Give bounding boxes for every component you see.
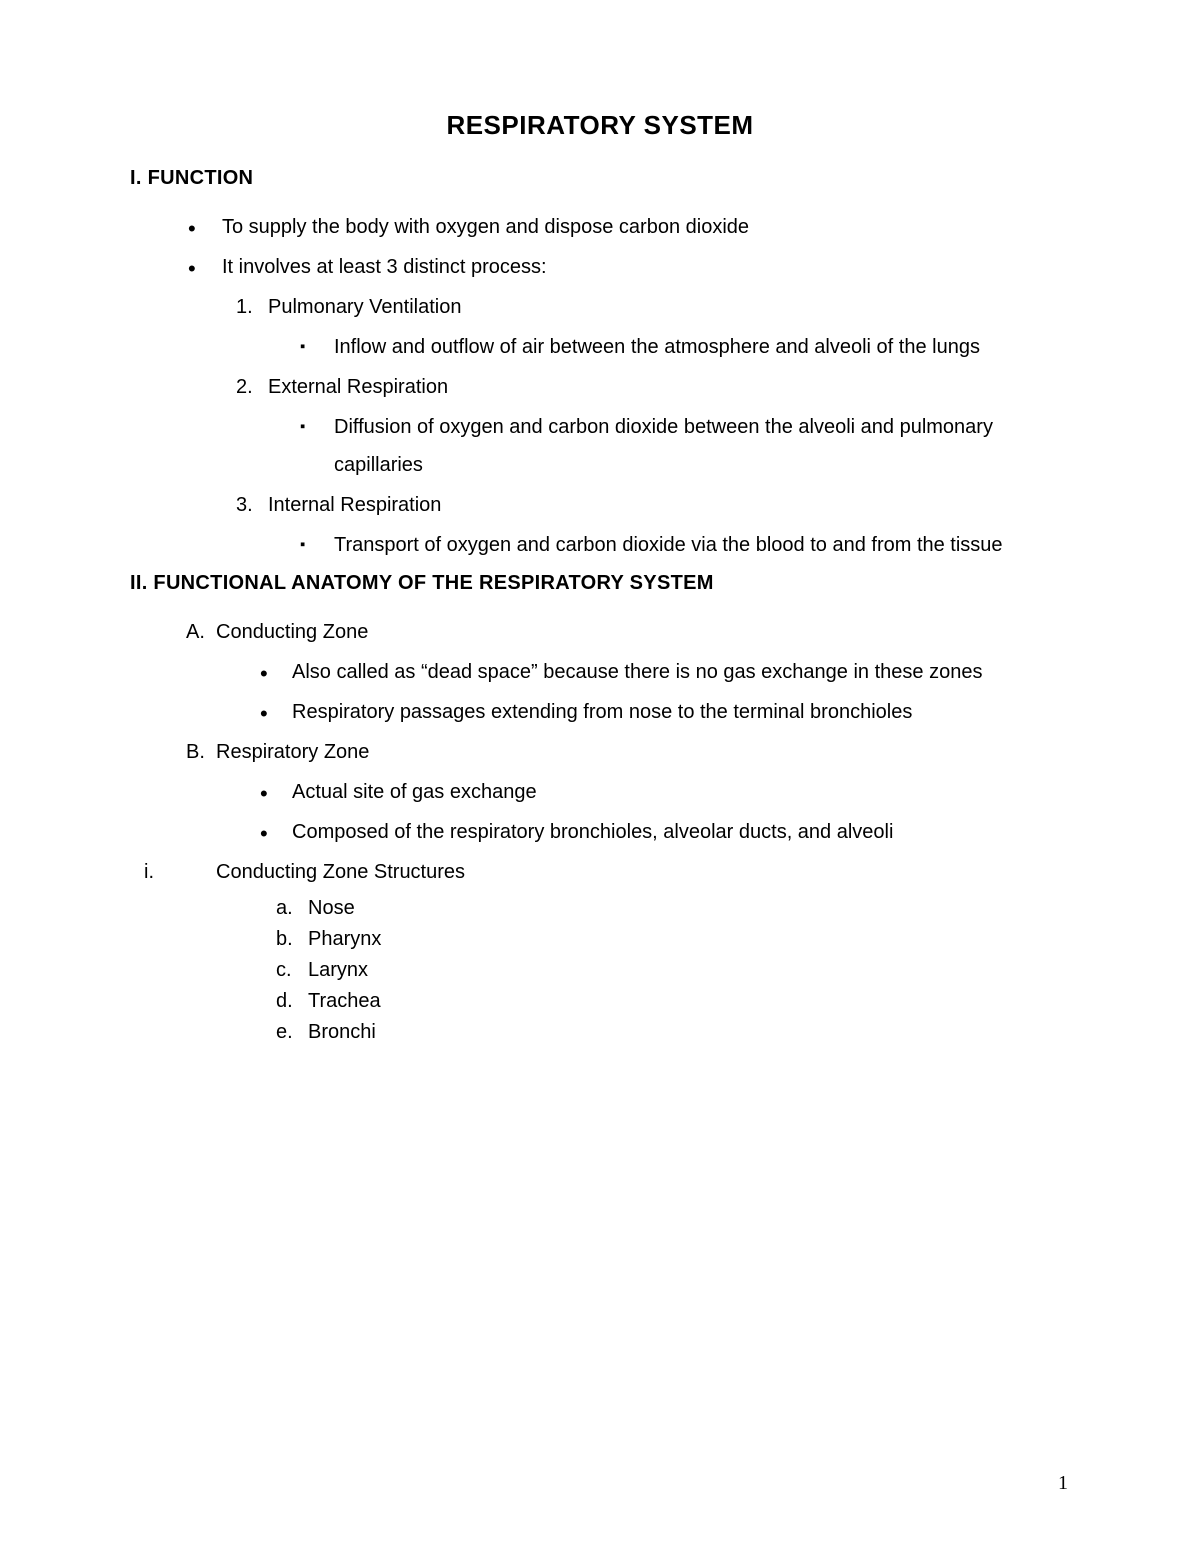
processes-list: 2. External Respiration bbox=[236, 368, 1070, 406]
processes-list: 3. Internal Respiration bbox=[236, 486, 1070, 524]
list-item: A. Conducting Zone bbox=[186, 613, 1070, 651]
list-item: a. Nose bbox=[276, 893, 1070, 924]
list-item: Composed of the respiratory bronchioles,… bbox=[260, 813, 1070, 851]
list-item: 1. Pulmonary Ventilation bbox=[236, 288, 1070, 326]
section-1-bullets: To supply the body with oxygen and dispo… bbox=[188, 208, 1070, 286]
structures-heading-label: Conducting Zone Structures bbox=[216, 853, 465, 891]
list-letter: e. bbox=[276, 1017, 293, 1048]
list-label: Pharynx bbox=[308, 928, 381, 950]
process-detail-list: Diffusion of oxygen and carbon dioxide b… bbox=[300, 408, 1070, 484]
section-1-heading: I. FUNCTION bbox=[130, 167, 1070, 190]
list-item: Also called as “dead space” because ther… bbox=[260, 653, 1070, 691]
zone-detail-list: Also called as “dead space” because ther… bbox=[260, 653, 1070, 731]
list-label: External Respiration bbox=[268, 376, 448, 398]
roman-numeral: i. bbox=[130, 853, 216, 891]
list-item: To supply the body with oxygen and dispo… bbox=[188, 208, 1070, 246]
processes-list: 1. Pulmonary Ventilation bbox=[236, 288, 1070, 326]
process-detail-list: Inflow and outflow of air between the at… bbox=[300, 328, 1070, 366]
zone-detail-list: Actual site of gas exchange Composed of … bbox=[260, 773, 1070, 851]
structures-heading: i. Conducting Zone Structures bbox=[130, 853, 1070, 891]
list-label: Larynx bbox=[308, 959, 368, 981]
list-number: 3. bbox=[236, 486, 253, 524]
list-item: Diffusion of oxygen and carbon dioxide b… bbox=[300, 408, 1070, 484]
list-item: d. Trachea bbox=[276, 986, 1070, 1017]
list-label: Respiratory Zone bbox=[216, 741, 369, 763]
list-label: Bronchi bbox=[308, 1021, 376, 1043]
list-item: B. Respiratory Zone bbox=[186, 733, 1070, 771]
list-letter: A. bbox=[186, 613, 205, 651]
list-item: c. Larynx bbox=[276, 955, 1070, 986]
list-item: 2. External Respiration bbox=[236, 368, 1070, 406]
list-label: Trachea bbox=[308, 990, 381, 1012]
document-title: RESPIRATORY SYSTEM bbox=[130, 110, 1070, 141]
document-page: RESPIRATORY SYSTEM I. FUNCTION To supply… bbox=[0, 0, 1200, 1108]
list-item: Transport of oxygen and carbon dioxide v… bbox=[300, 526, 1070, 564]
list-number: 2. bbox=[236, 368, 253, 406]
list-number: 1. bbox=[236, 288, 253, 326]
list-item: Actual site of gas exchange bbox=[260, 773, 1070, 811]
zones-list: A. Conducting Zone bbox=[186, 613, 1070, 651]
list-letter: b. bbox=[276, 924, 293, 955]
list-item: Respiratory passages extending from nose… bbox=[260, 693, 1070, 731]
list-item: e. Bronchi bbox=[276, 1017, 1070, 1048]
section-2-heading: II. FUNCTIONAL ANATOMY OF THE RESPIRATOR… bbox=[130, 572, 1070, 595]
list-letter: a. bbox=[276, 893, 293, 924]
process-detail-list: Transport of oxygen and carbon dioxide v… bbox=[300, 526, 1070, 564]
list-label: Internal Respiration bbox=[268, 494, 441, 516]
zones-list: B. Respiratory Zone bbox=[186, 733, 1070, 771]
list-label: Nose bbox=[308, 897, 355, 919]
structures-list: a. Nose b. Pharynx c. Larynx d. Trachea … bbox=[276, 893, 1070, 1048]
list-letter: c. bbox=[276, 955, 292, 986]
list-item: b. Pharynx bbox=[276, 924, 1070, 955]
list-label: Conducting Zone bbox=[216, 621, 368, 643]
list-label: Pulmonary Ventilation bbox=[268, 296, 461, 318]
list-item: Inflow and outflow of air between the at… bbox=[300, 328, 1070, 366]
list-item: 3. Internal Respiration bbox=[236, 486, 1070, 524]
list-letter: d. bbox=[276, 986, 293, 1017]
page-number: 1 bbox=[1058, 1472, 1068, 1495]
list-letter: B. bbox=[186, 733, 205, 771]
list-item: It involves at least 3 distinct process: bbox=[188, 248, 1070, 286]
